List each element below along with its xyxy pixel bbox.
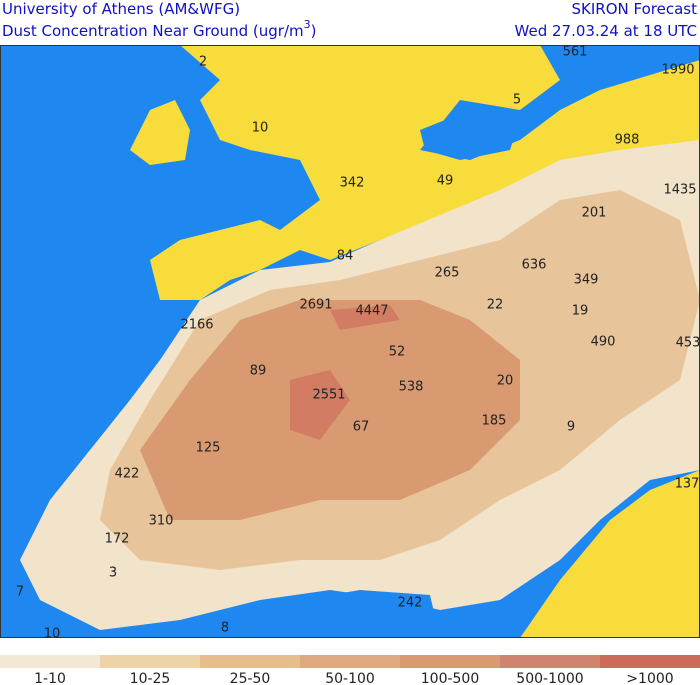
map-value: 422 (115, 467, 140, 482)
legend-label: >1000 (626, 671, 673, 685)
map-value: 342 (340, 176, 365, 191)
header-part: Dust Concentration Near Ground (ugr/m (2, 22, 304, 40)
header-line: Dust Concentration Near Ground (ugr/m3) (2, 18, 317, 40)
map-value: 8 (221, 621, 229, 636)
legend-swatch (100, 655, 200, 668)
map-value: 538 (399, 380, 424, 395)
header-part: 3 (304, 18, 311, 31)
map-value: 7 (16, 585, 24, 600)
map-value: 185 (482, 414, 507, 429)
map-value: 201 (582, 206, 607, 221)
map-value: 84 (337, 249, 354, 264)
europe (150, 45, 700, 300)
map-value: 1990 (661, 63, 694, 78)
map-value: 22 (487, 298, 504, 313)
legend-label: 100-500 (421, 671, 480, 685)
map-value: 4447 (355, 304, 388, 319)
south-east-land (520, 470, 700, 638)
legend-swatch (0, 655, 100, 668)
header-line: University of Athens (AM&WFG) (2, 0, 240, 18)
map-value: 3 (109, 566, 117, 581)
legend-swatch (300, 655, 400, 668)
map-value: 242 (398, 596, 423, 611)
map-value: 2691 (299, 298, 332, 313)
legend-label: 25-50 (230, 671, 271, 685)
legend-swatch (500, 655, 600, 668)
map-value: 49 (437, 174, 454, 189)
map-value: 125 (196, 441, 221, 456)
map-value: 10 (44, 627, 61, 642)
map-value: 137 (675, 477, 700, 492)
dust-core (330, 305, 400, 330)
map-value: 67 (353, 420, 370, 435)
legend-label: 500-1000 (516, 671, 583, 685)
map-value: 2551 (312, 388, 345, 403)
map-value: 310 (149, 514, 174, 529)
map-value: 2166 (180, 318, 213, 333)
britain (130, 100, 190, 165)
map-value: 265 (435, 266, 460, 281)
map-value: 1435 (663, 183, 696, 198)
legend-swatch (600, 655, 700, 668)
map-value: 10 (252, 121, 269, 136)
legend-label: 10-25 (130, 671, 171, 685)
map (0, 45, 700, 638)
map-value: 20 (497, 374, 514, 389)
gulf (260, 590, 440, 638)
header-part: ) (311, 22, 317, 40)
map-value: 561 (563, 45, 588, 60)
map-value: 453 (676, 336, 700, 351)
legend-label: 1-10 (34, 671, 66, 685)
map-value: 349 (574, 273, 599, 288)
header-line: Wed 27.03.24 at 18 UTC (515, 22, 697, 40)
legend-swatch (400, 655, 500, 668)
map-value: 19 (572, 304, 589, 319)
legend-label: 50-100 (325, 671, 375, 685)
dust-core (290, 370, 350, 440)
header-line: SKIRON Forecast (572, 0, 698, 18)
map-value: 988 (615, 133, 640, 148)
legend-swatch (200, 655, 300, 668)
map-value: 9 (567, 420, 575, 435)
map-value: 490 (591, 335, 616, 350)
black-sea (420, 110, 520, 160)
map-value: 5 (513, 93, 521, 108)
map-value: 636 (522, 258, 547, 273)
map-value: 52 (389, 345, 406, 360)
map-value: 89 (250, 364, 267, 379)
map-value: 2 (199, 55, 207, 70)
map-value: 172 (105, 532, 130, 547)
